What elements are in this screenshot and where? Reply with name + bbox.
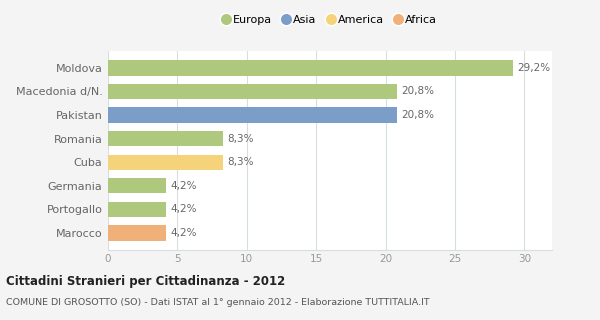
Bar <box>108 60 513 76</box>
Text: 20,8%: 20,8% <box>401 86 434 96</box>
Text: COMUNE DI GROSOTTO (SO) - Dati ISTAT al 1° gennaio 2012 - Elaborazione TUTTITALI: COMUNE DI GROSOTTO (SO) - Dati ISTAT al … <box>6 298 430 307</box>
Text: Cittadini Stranieri per Cittadinanza - 2012: Cittadini Stranieri per Cittadinanza - 2… <box>6 275 285 288</box>
Bar <box>108 225 166 241</box>
Text: 8,3%: 8,3% <box>227 134 254 144</box>
Text: 4,2%: 4,2% <box>170 181 197 191</box>
Text: 4,2%: 4,2% <box>170 204 197 214</box>
Legend: Europa, Asia, America, Africa: Europa, Asia, America, Africa <box>218 11 442 30</box>
Bar <box>108 131 223 146</box>
Text: 20,8%: 20,8% <box>401 110 434 120</box>
Text: 4,2%: 4,2% <box>170 228 197 238</box>
Text: 29,2%: 29,2% <box>517 63 550 73</box>
Bar <box>108 178 166 193</box>
Bar <box>108 202 166 217</box>
Bar <box>108 108 397 123</box>
Bar <box>108 155 223 170</box>
Text: 8,3%: 8,3% <box>227 157 254 167</box>
Bar <box>108 84 397 99</box>
